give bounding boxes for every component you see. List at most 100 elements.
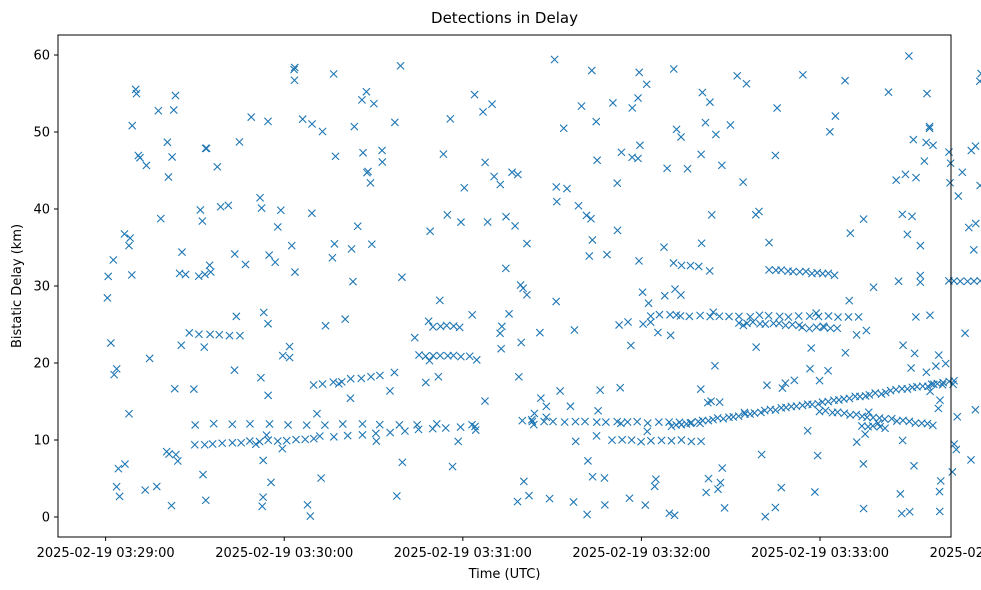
detection-point xyxy=(163,138,172,147)
detection-point xyxy=(357,95,366,104)
detection-point xyxy=(308,119,317,128)
detection-point xyxy=(655,310,664,319)
detection-point xyxy=(634,154,642,163)
detection-point xyxy=(716,478,725,487)
plot-frame xyxy=(57,34,952,538)
detection-point xyxy=(613,179,622,188)
detection-point xyxy=(694,262,703,271)
detection-point xyxy=(205,261,214,270)
detection-point xyxy=(292,435,301,444)
detection-point xyxy=(718,464,727,473)
detection-point xyxy=(501,264,510,273)
detection-point xyxy=(206,268,215,277)
detection-point xyxy=(757,450,766,459)
detection-point xyxy=(834,313,843,322)
detection-point xyxy=(755,311,764,320)
detection-point xyxy=(733,71,742,80)
detection-point xyxy=(225,331,234,340)
detection-point xyxy=(667,436,676,445)
detection-point xyxy=(646,436,655,445)
detection-point xyxy=(634,94,643,103)
detection-point xyxy=(884,88,893,97)
detection-point xyxy=(582,211,591,220)
detection-point xyxy=(864,408,873,417)
detection-point xyxy=(719,414,728,423)
detection-point xyxy=(104,272,113,281)
detection-point xyxy=(794,311,803,320)
detection-point xyxy=(542,413,551,422)
detection-point xyxy=(905,507,914,516)
detection-point xyxy=(224,201,233,210)
detection-point xyxy=(200,440,209,449)
detection-point xyxy=(127,270,136,279)
detection-point xyxy=(285,353,294,362)
detection-point xyxy=(201,496,210,505)
detection-point xyxy=(971,219,980,228)
detection-point xyxy=(257,204,266,213)
detection-point xyxy=(366,178,375,187)
detection-point xyxy=(235,331,244,340)
detection-point xyxy=(334,379,343,388)
detection-point xyxy=(643,419,652,428)
detection-point xyxy=(929,141,938,150)
detection-point xyxy=(705,266,714,275)
y-tick-label: 10 xyxy=(33,433,50,448)
detection-point xyxy=(725,312,733,321)
x-tick-label: 2025-02-19 03:31:00 xyxy=(394,546,532,561)
detection-point xyxy=(923,382,932,391)
detection-point xyxy=(824,269,833,278)
detection-point xyxy=(247,113,256,122)
detection-point xyxy=(328,253,337,262)
detection-point xyxy=(120,229,129,238)
detection-point xyxy=(106,338,115,347)
detection-point xyxy=(925,124,934,133)
detection-point xyxy=(273,222,282,231)
detection-point xyxy=(353,222,362,231)
detection-point xyxy=(752,343,761,352)
detection-point xyxy=(282,436,291,445)
detection-point xyxy=(734,319,743,328)
detection-point xyxy=(623,418,632,427)
detection-point xyxy=(170,384,179,393)
detection-point xyxy=(807,344,816,353)
data-points xyxy=(103,51,981,521)
detection-point xyxy=(527,415,536,424)
detection-point xyxy=(665,418,674,427)
detection-point xyxy=(821,406,830,415)
detection-point xyxy=(824,366,833,375)
detection-point xyxy=(358,419,367,428)
detection-point xyxy=(905,417,914,426)
detection-point xyxy=(869,283,878,292)
detection-point xyxy=(874,419,883,428)
detection-point xyxy=(259,456,268,465)
detection-point xyxy=(264,436,273,445)
detection-point xyxy=(898,436,907,445)
detection-point xyxy=(634,256,643,265)
detection-point xyxy=(704,474,713,483)
detection-point xyxy=(245,419,254,428)
detection-point xyxy=(911,419,920,428)
detection-point xyxy=(290,268,299,277)
detection-point xyxy=(899,341,908,350)
detection-point xyxy=(329,378,338,387)
detection-point xyxy=(644,299,653,308)
detection-point xyxy=(687,437,696,446)
detection-point xyxy=(627,436,636,445)
detection-point xyxy=(103,293,112,302)
detection-point xyxy=(470,90,479,99)
detection-point xyxy=(191,420,200,429)
detection-point xyxy=(303,500,312,509)
detection-point xyxy=(825,127,834,136)
detection-point xyxy=(677,435,686,444)
detection-point xyxy=(251,440,260,449)
detection-point xyxy=(522,290,531,299)
detection-point xyxy=(923,419,932,428)
detection-point xyxy=(264,319,273,328)
detection-point xyxy=(600,500,609,509)
detection-point xyxy=(208,440,217,448)
detection-point xyxy=(454,437,463,446)
detection-point xyxy=(925,122,934,131)
detection-point xyxy=(898,416,907,425)
detection-point xyxy=(788,320,797,329)
